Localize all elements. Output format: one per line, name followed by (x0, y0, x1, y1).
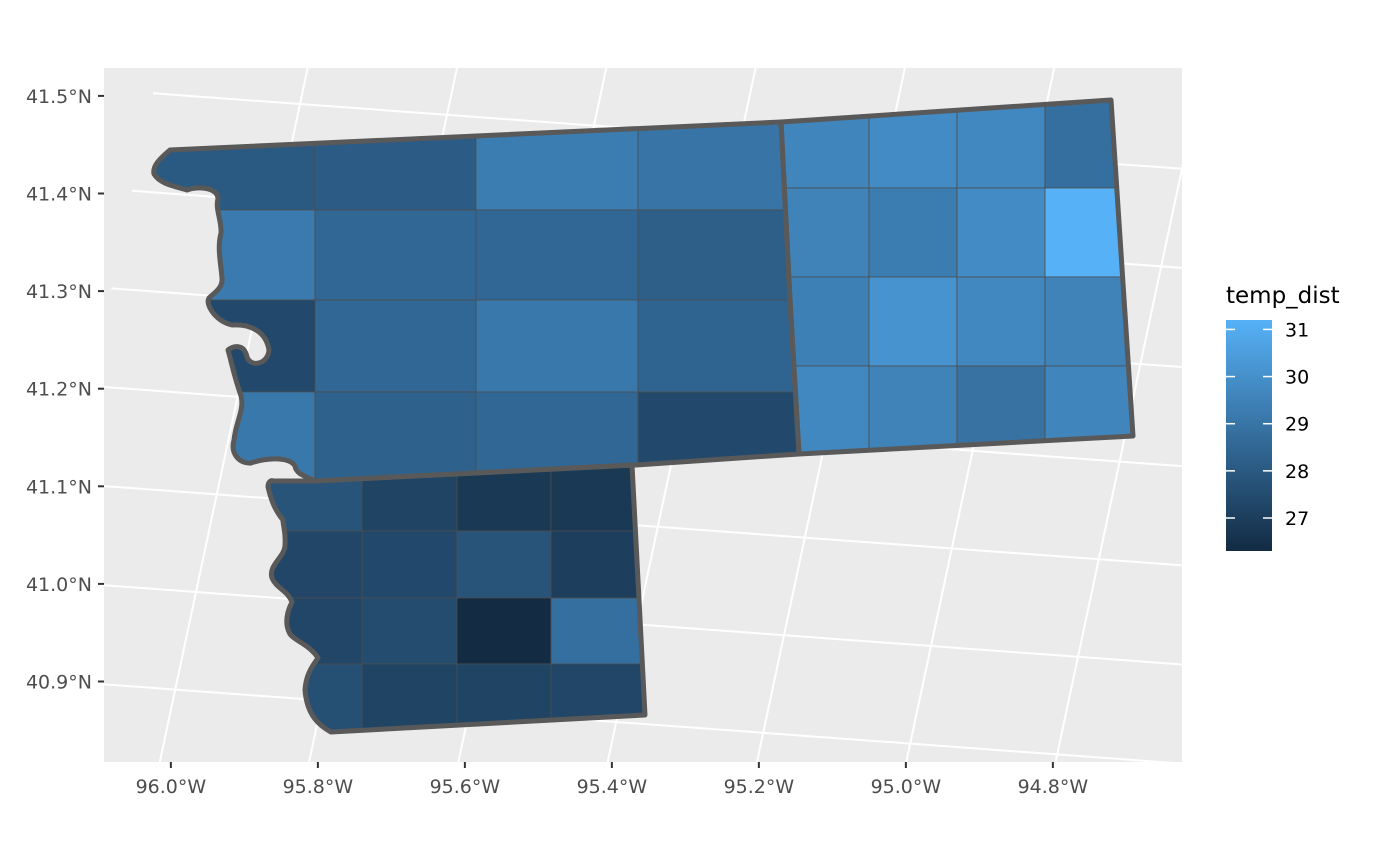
legend-break-label: 29 (1285, 414, 1309, 436)
parallel-line (104, 683, 1175, 762)
y-tick-label: 41.0°N (26, 574, 92, 596)
south-county-outline (265, 462, 648, 735)
grid-cell (361, 597, 458, 665)
x-tick-label: 95.2°W (724, 776, 795, 798)
grid-cell (314, 299, 477, 393)
y-tick-label: 40.9°N (26, 672, 92, 694)
grid-cell (868, 187, 958, 278)
x-tick-label: 95.0°W (871, 776, 942, 798)
parallel-line (104, 485, 1182, 567)
y-tick-label: 41.4°N (26, 184, 92, 206)
grid-cell (456, 530, 552, 599)
x-tick-label: 96.0°W (136, 776, 207, 798)
legend-colorbar (1226, 320, 1272, 551)
grid-cell (314, 209, 477, 301)
legend: temp_dist 31 30 29 28 27 (1226, 283, 1340, 551)
y-tick-label: 41.5°N (26, 86, 92, 108)
x-axis: 96.0°W 95.8°W 95.6°W 95.4°W 95.2°W 95.0°W 94.8… (136, 762, 1089, 798)
y-tick-label: 41.3°N (26, 281, 92, 303)
grid-cell (361, 663, 458, 732)
county-outlines (151, 97, 1136, 735)
grid-cell (868, 276, 958, 367)
legend-break-label: 31 (1285, 319, 1309, 341)
legend-breaks: 31 30 29 28 27 (1226, 319, 1309, 530)
grid-cell (550, 465, 645, 532)
grid-cell (475, 299, 639, 393)
x-tick-label: 94.8°W (1018, 776, 1089, 798)
x-tick-label: 95.4°W (577, 776, 648, 798)
x-tick-label: 95.6°W (430, 776, 501, 798)
y-tick-label: 41.2°N (26, 379, 92, 401)
grid-cell (637, 209, 800, 301)
grid-cell (956, 187, 1046, 278)
grid-cell (314, 391, 477, 481)
grid-cell (456, 597, 552, 665)
legend-break-label: 28 (1285, 461, 1309, 483)
y-tick-label: 41.1°N (26, 476, 92, 498)
y-axis: 41.5°N 41.4°N 41.3°N 41.2°N 41.1°N 41.0°N 40.9… (26, 86, 104, 694)
x-tick-label: 95.8°W (283, 776, 354, 798)
grid-cell (1044, 100, 1133, 189)
west-county-outline (151, 119, 802, 484)
legend-break-label: 30 (1285, 367, 1309, 389)
east-county-outline (778, 97, 1136, 457)
legend-break-label: 27 (1285, 508, 1309, 530)
grid-cell (956, 276, 1046, 367)
legend-title: temp_dist (1226, 283, 1340, 309)
grid-cell (475, 209, 639, 301)
grid-cell (361, 530, 458, 599)
grid-cell (637, 299, 800, 393)
